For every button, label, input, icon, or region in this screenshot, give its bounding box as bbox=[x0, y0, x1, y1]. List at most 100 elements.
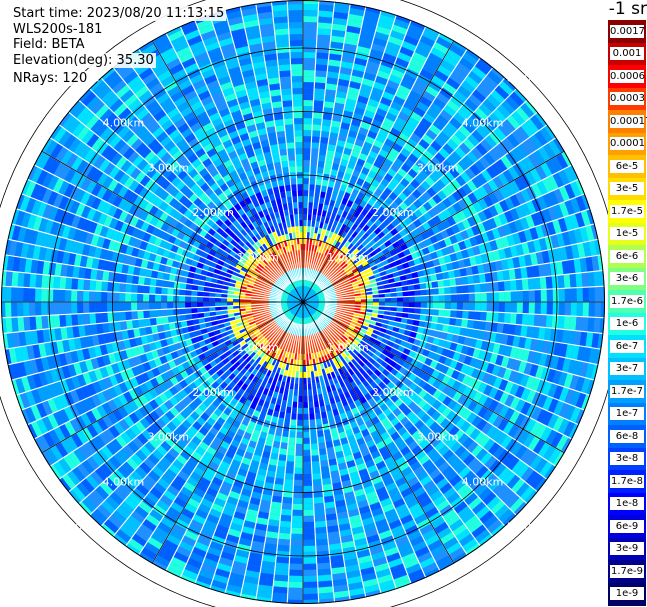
range-gate-cell bbox=[101, 302, 108, 313]
range-gate-cell bbox=[332, 584, 349, 593]
range-gate-cell bbox=[413, 106, 427, 118]
range-gate-cell bbox=[185, 302, 192, 309]
range-gate-cell bbox=[493, 126, 507, 141]
range-gate-cell bbox=[328, 339, 334, 346]
range-gate-cell bbox=[309, 309, 314, 315]
range-gate-cell bbox=[535, 339, 544, 353]
range-gate-cell bbox=[319, 142, 328, 150]
range-gate-cell bbox=[338, 318, 345, 323]
range-gate-cell bbox=[414, 449, 427, 461]
range-gate-cell bbox=[308, 196, 315, 203]
range-gate-cell bbox=[453, 429, 465, 442]
range-gate-cell bbox=[89, 312, 97, 325]
range-gate-cell bbox=[485, 425, 498, 439]
range-gate-cell bbox=[425, 85, 440, 98]
range-gate-cell bbox=[346, 459, 357, 469]
range-gate-cell bbox=[345, 570, 362, 579]
range-gate-cell bbox=[372, 302, 379, 306]
range-gate-cell bbox=[342, 448, 353, 457]
range-gate-cell bbox=[278, 454, 287, 462]
range-gate-cell bbox=[375, 460, 387, 471]
range-gate-cell bbox=[283, 418, 291, 426]
range-gate-cell bbox=[432, 97, 447, 110]
range-gate-cell bbox=[316, 332, 322, 339]
range-gate-cell bbox=[414, 419, 425, 430]
range-gate-cell bbox=[303, 136, 312, 143]
range-gate-cell bbox=[504, 210, 514, 224]
range-gate-cell bbox=[547, 383, 558, 398]
range-gate-cell bbox=[509, 346, 519, 359]
range-gate-cell bbox=[305, 304, 311, 310]
range-gate-cell bbox=[307, 316, 311, 323]
range-gate-cell bbox=[397, 111, 410, 122]
range-gate-cell bbox=[306, 304, 311, 309]
range-gate-cell bbox=[407, 62, 422, 74]
range-gate-cell bbox=[355, 251, 363, 258]
range-gate-cell bbox=[418, 154, 431, 166]
range-gate-cell bbox=[435, 345, 444, 355]
range-gate-cell bbox=[542, 381, 553, 396]
range-gate-cell bbox=[149, 302, 156, 311]
range-gate-cell bbox=[454, 232, 464, 243]
range-gate-cell bbox=[370, 164, 380, 174]
range-gate-cell bbox=[495, 237, 504, 250]
range-gate-cell bbox=[351, 230, 359, 239]
range-gate-cell bbox=[317, 22, 333, 30]
range-gate-cell bbox=[486, 292, 493, 302]
range-gate-cell bbox=[436, 272, 444, 281]
range-gate-cell bbox=[449, 43, 466, 58]
range-gate-cell bbox=[327, 531, 341, 539]
range-gate-cell bbox=[529, 168, 542, 184]
range-gate-cell bbox=[372, 159, 383, 169]
range-gate-cell bbox=[308, 184, 316, 191]
range-gate-cell bbox=[303, 88, 315, 95]
range-gate-cell bbox=[467, 519, 483, 534]
range-gate-cell bbox=[330, 560, 345, 569]
range-gate-cell bbox=[155, 294, 162, 302]
range-gate-cell bbox=[386, 461, 398, 472]
range-gate-cell bbox=[452, 380, 462, 391]
range-gate-cell bbox=[469, 427, 481, 441]
range-gate-cell bbox=[276, 544, 291, 552]
range-gate-cell bbox=[331, 433, 340, 441]
range-gate-cell bbox=[434, 265, 442, 274]
range-gate-cell bbox=[333, 342, 340, 349]
range-gate-cell bbox=[303, 449, 312, 456]
range-gate-cell bbox=[579, 331, 588, 347]
range-gate-cell bbox=[281, 502, 293, 510]
range-gate-cell bbox=[492, 249, 501, 262]
range-gate-cell bbox=[522, 433, 536, 448]
range-gate-cell bbox=[502, 118, 516, 134]
range-gate-cell bbox=[456, 107, 471, 121]
range-gate-cell bbox=[384, 306, 391, 312]
range-gate-cell bbox=[317, 338, 322, 345]
range-gate-cell bbox=[303, 238, 307, 245]
range-gate-cell bbox=[318, 282, 324, 288]
range-gate-cell bbox=[443, 278, 451, 288]
range-gate-cell bbox=[167, 294, 174, 302]
range-gate-cell bbox=[312, 305, 319, 308]
range-gate-cell bbox=[303, 306, 305, 312]
range-gate-cell bbox=[416, 122, 429, 134]
range-gate-cell bbox=[83, 313, 91, 325]
range-gate-cell bbox=[350, 342, 358, 349]
range-gate-cell bbox=[23, 302, 30, 317]
range-gate-cell bbox=[339, 159, 349, 167]
range-gate-cell bbox=[542, 445, 556, 461]
range-gate-cell bbox=[258, 578, 274, 587]
range-gate-cell bbox=[344, 558, 359, 567]
range-gate-cell bbox=[337, 320, 344, 325]
range-gate-cell bbox=[486, 519, 503, 534]
range-gate-cell bbox=[29, 302, 36, 317]
range-gate-cell bbox=[556, 356, 566, 372]
range-gate-cell bbox=[445, 77, 461, 90]
range-gate-cell bbox=[310, 160, 318, 167]
range-gate-cell bbox=[524, 171, 537, 186]
range-gate-cell bbox=[471, 65, 487, 80]
range-gate-cell bbox=[326, 316, 333, 321]
range-gate-cell bbox=[325, 282, 332, 287]
range-gate-cell bbox=[316, 388, 323, 395]
range-gate-cell bbox=[390, 524, 405, 536]
range-gate-cell bbox=[310, 308, 315, 314]
